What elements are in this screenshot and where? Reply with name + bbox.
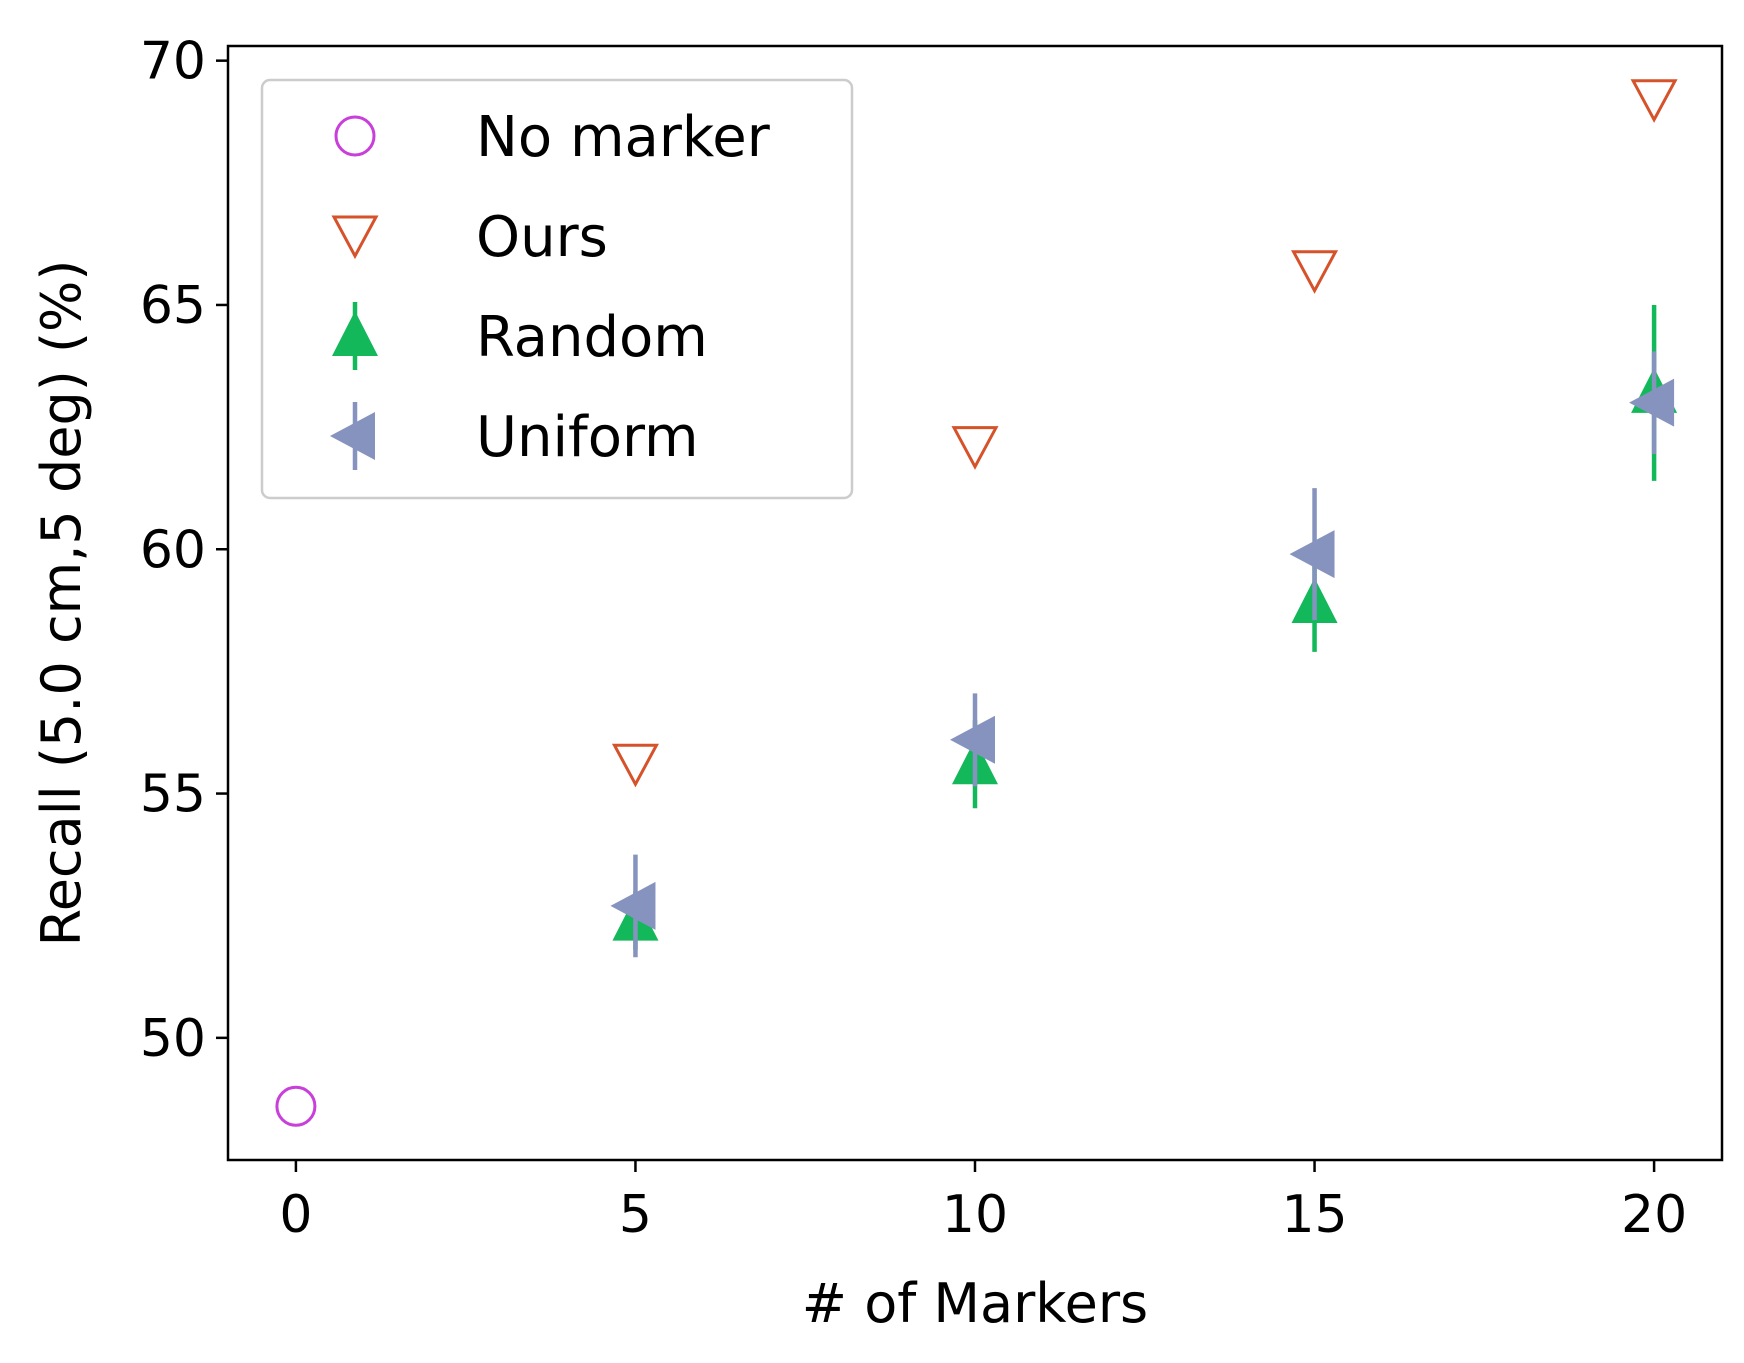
legend-item: Random bbox=[332, 302, 708, 370]
data-point bbox=[1630, 79, 1678, 123]
data-point bbox=[1291, 250, 1339, 294]
y-tick-label: 70 bbox=[140, 32, 206, 92]
data-point bbox=[951, 426, 999, 470]
x-tick-label: 5 bbox=[619, 1185, 652, 1245]
legend-marker bbox=[334, 115, 376, 157]
plot-marks bbox=[275, 79, 1678, 1127]
legend: No marker Ours Random Uniform bbox=[260, 78, 854, 500]
data-point bbox=[1629, 378, 1675, 427]
data-point bbox=[1289, 530, 1335, 579]
y-axis: 50 55 60 65 70 bbox=[140, 32, 228, 1069]
legend-marker bbox=[332, 311, 378, 356]
series-uniform bbox=[610, 351, 1675, 958]
y-tick-label: 65 bbox=[140, 276, 206, 336]
legend-label: Random bbox=[476, 305, 708, 370]
x-axis-label: # of Markers bbox=[802, 1272, 1148, 1335]
x-tick-label: 0 bbox=[279, 1185, 312, 1245]
legend-label: Uniform bbox=[476, 405, 699, 470]
legend-item: Ours bbox=[331, 205, 608, 270]
legend-marker bbox=[331, 215, 379, 260]
legend-label: No marker bbox=[476, 105, 771, 170]
legend-marker bbox=[330, 412, 375, 460]
x-tick-label: 20 bbox=[1621, 1185, 1687, 1245]
y-tick-label: 60 bbox=[140, 520, 206, 580]
data-point bbox=[610, 881, 656, 930]
series-no-marker bbox=[275, 1085, 317, 1127]
legend-label: Ours bbox=[476, 205, 608, 270]
data-point bbox=[611, 743, 659, 788]
data-point bbox=[275, 1085, 317, 1127]
x-tick-label: 15 bbox=[1281, 1185, 1347, 1245]
x-axis: 0 5 10 15 20 bbox=[279, 1160, 1687, 1245]
data-point bbox=[950, 715, 995, 764]
legend-item: Uniform bbox=[330, 402, 699, 470]
legend-item: No marker bbox=[334, 105, 771, 170]
series-ours bbox=[611, 79, 1678, 788]
y-tick-label: 50 bbox=[140, 1009, 206, 1069]
x-tick-label: 10 bbox=[942, 1185, 1008, 1245]
legend-box bbox=[260, 78, 854, 500]
y-tick-label: 55 bbox=[140, 765, 206, 825]
y-axis-label: Recall (5.0 cm,5 deg) (%) bbox=[30, 260, 93, 947]
